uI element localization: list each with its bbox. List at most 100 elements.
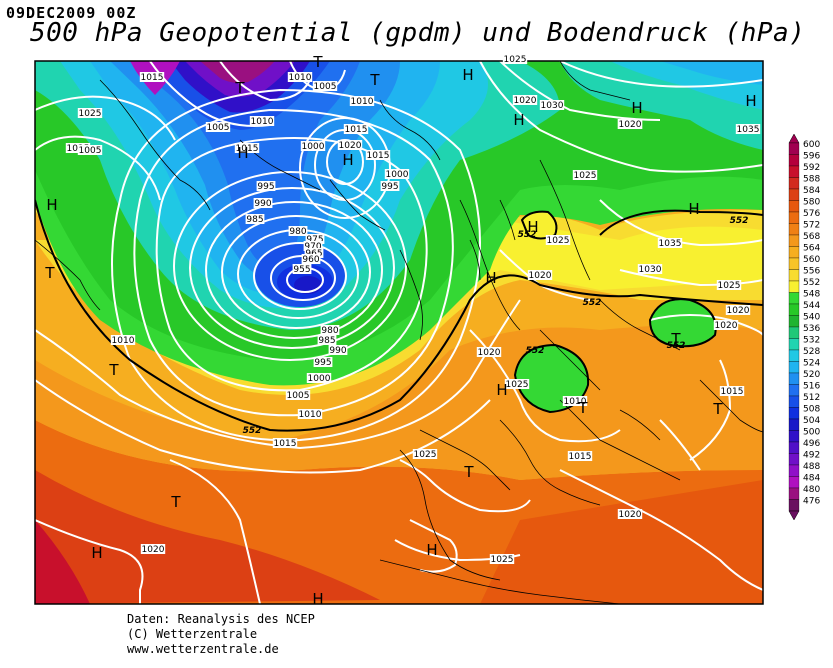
legend-level-label: 512 bbox=[803, 393, 820, 403]
pressure-label: 1020 bbox=[478, 348, 501, 358]
legend-swatch bbox=[788, 487, 800, 500]
pressure-label: 1020 bbox=[514, 96, 537, 106]
pressure-label-bg bbox=[725, 305, 751, 315]
legend-level-label: 484 bbox=[803, 474, 820, 484]
pressure-label: 1020 bbox=[619, 510, 642, 520]
pressure-label: 1025 bbox=[547, 236, 570, 246]
low-pressure-marker: T bbox=[670, 330, 681, 348]
pressure-label: 955 bbox=[293, 265, 310, 275]
low-pressure-marker: T bbox=[369, 71, 380, 89]
pressure-label: 1025 bbox=[506, 380, 529, 390]
pressure-label-bg bbox=[384, 169, 410, 179]
pressure-label-bg bbox=[77, 145, 103, 155]
pressure-label: 1020 bbox=[529, 271, 552, 281]
legend-level-label: 508 bbox=[803, 405, 820, 415]
legend-level-label: 584 bbox=[803, 186, 820, 196]
pressure-label-bg bbox=[285, 390, 311, 400]
pressure-label-bg bbox=[245, 214, 265, 224]
pressure-label: 960 bbox=[302, 255, 319, 265]
pressure-label: 1000 bbox=[302, 142, 325, 152]
pressure-label: 1020 bbox=[142, 545, 165, 555]
legend-swatch bbox=[788, 372, 800, 385]
pressure-label: 1005 bbox=[314, 82, 337, 92]
contour-552-label: 552 bbox=[243, 426, 262, 436]
high-pressure-marker: H bbox=[745, 92, 756, 110]
high-pressure-marker: H bbox=[426, 541, 437, 559]
legend-bottom-arrow bbox=[788, 510, 800, 521]
pressure-label-bg bbox=[205, 122, 231, 132]
pressure-label: 1015 bbox=[569, 452, 592, 462]
pressure-label-bg bbox=[343, 124, 369, 134]
pressure-label-bg bbox=[256, 181, 276, 191]
pressure-label: 1000 bbox=[386, 170, 409, 180]
pressure-label-bg bbox=[140, 544, 166, 554]
pressure-label: 1005 bbox=[287, 391, 310, 401]
credits-data-source: Daten: Reanalysis des NCEP bbox=[127, 612, 315, 626]
pressure-label-bg bbox=[253, 198, 273, 208]
low-pressure-marker: T bbox=[312, 53, 323, 71]
legend-swatch bbox=[788, 361, 800, 374]
pressure-label-bg bbox=[303, 241, 323, 251]
legend-level-label: 576 bbox=[803, 209, 820, 219]
pressure-labels: 1015 1010 1005 1025 1025 1005 1010 1015 1000 1010… bbox=[65, 54, 761, 565]
contour-552-label: 552 bbox=[526, 346, 545, 356]
legend-swatch bbox=[788, 200, 800, 213]
legend-swatch bbox=[788, 499, 800, 512]
low-pressure-marker: T bbox=[712, 400, 723, 418]
pressure-label-bg bbox=[337, 140, 363, 150]
pressure-label: 1010 bbox=[351, 97, 374, 107]
pressure-label: 995 bbox=[381, 182, 398, 192]
pressure-label: 990 bbox=[254, 199, 271, 209]
pressure-label: 1025 bbox=[718, 281, 741, 291]
legend-swatch bbox=[788, 142, 800, 155]
map-title: 500 hPa Geopotential (gpdm) und Bodendru… bbox=[30, 18, 806, 48]
legend-level-label: 488 bbox=[803, 462, 820, 472]
pressure-label-bg bbox=[539, 100, 565, 110]
pressure-label-bg bbox=[300, 141, 326, 151]
legend-level-label: 524 bbox=[803, 359, 820, 369]
contour-552-label: 552 bbox=[667, 341, 686, 351]
legend-level-label: 492 bbox=[803, 451, 820, 461]
legend-level-label: 544 bbox=[803, 301, 820, 311]
pressure-label-bg bbox=[301, 254, 321, 264]
pressure-label-bg bbox=[110, 335, 136, 345]
pressure-label: 995 bbox=[314, 358, 331, 368]
pressure-label: 1035 bbox=[659, 239, 682, 249]
legend-swatch bbox=[788, 303, 800, 316]
low-pressure-marker: T bbox=[170, 493, 181, 511]
legend-swatch bbox=[788, 165, 800, 178]
coastlines bbox=[35, 61, 763, 604]
legend-swatch bbox=[788, 211, 800, 224]
pressure-label: 1030 bbox=[541, 101, 564, 111]
pressure-label-bg bbox=[349, 96, 375, 106]
high-pressure-marker: H bbox=[688, 200, 699, 218]
pressure-label: 1015 bbox=[721, 387, 744, 397]
pressure-label: 1035 bbox=[737, 125, 760, 135]
pressure-label-bg bbox=[287, 72, 313, 82]
pressure-label: 1015 bbox=[345, 125, 368, 135]
high-pressure-marker: H bbox=[46, 196, 57, 214]
legend-level-label: 536 bbox=[803, 324, 820, 334]
legend-swatch bbox=[788, 246, 800, 259]
pressure-label: 970 bbox=[304, 242, 321, 252]
pressure-label: 990 bbox=[329, 346, 346, 356]
pressure-label: 1015 bbox=[274, 439, 297, 449]
pressure-label: 975 bbox=[306, 235, 323, 245]
pressure-label: 1010 bbox=[564, 397, 587, 407]
date-label: 09DEC2009 00Z bbox=[6, 4, 137, 22]
pressure-label: 1000 bbox=[308, 374, 331, 384]
pressure-label-bg bbox=[288, 226, 308, 236]
legend-swatch bbox=[788, 384, 800, 397]
pressure-label: 1010 bbox=[299, 410, 322, 420]
high-pressure-marker: H bbox=[631, 99, 642, 117]
legend-top-arrow bbox=[788, 133, 800, 144]
legend-level-label: 540 bbox=[803, 313, 820, 323]
legend-swatch bbox=[788, 177, 800, 190]
legend-level-label: 580 bbox=[803, 198, 820, 208]
pressure-label: 1025 bbox=[79, 109, 102, 119]
low-pressure-marker: T bbox=[234, 79, 245, 97]
pressure-label-bg bbox=[317, 335, 337, 345]
legend-swatch bbox=[788, 430, 800, 443]
credits: Daten: Reanalysis des NCEP (C) Wetterzen… bbox=[127, 612, 315, 657]
pressure-label-bg bbox=[512, 95, 538, 105]
